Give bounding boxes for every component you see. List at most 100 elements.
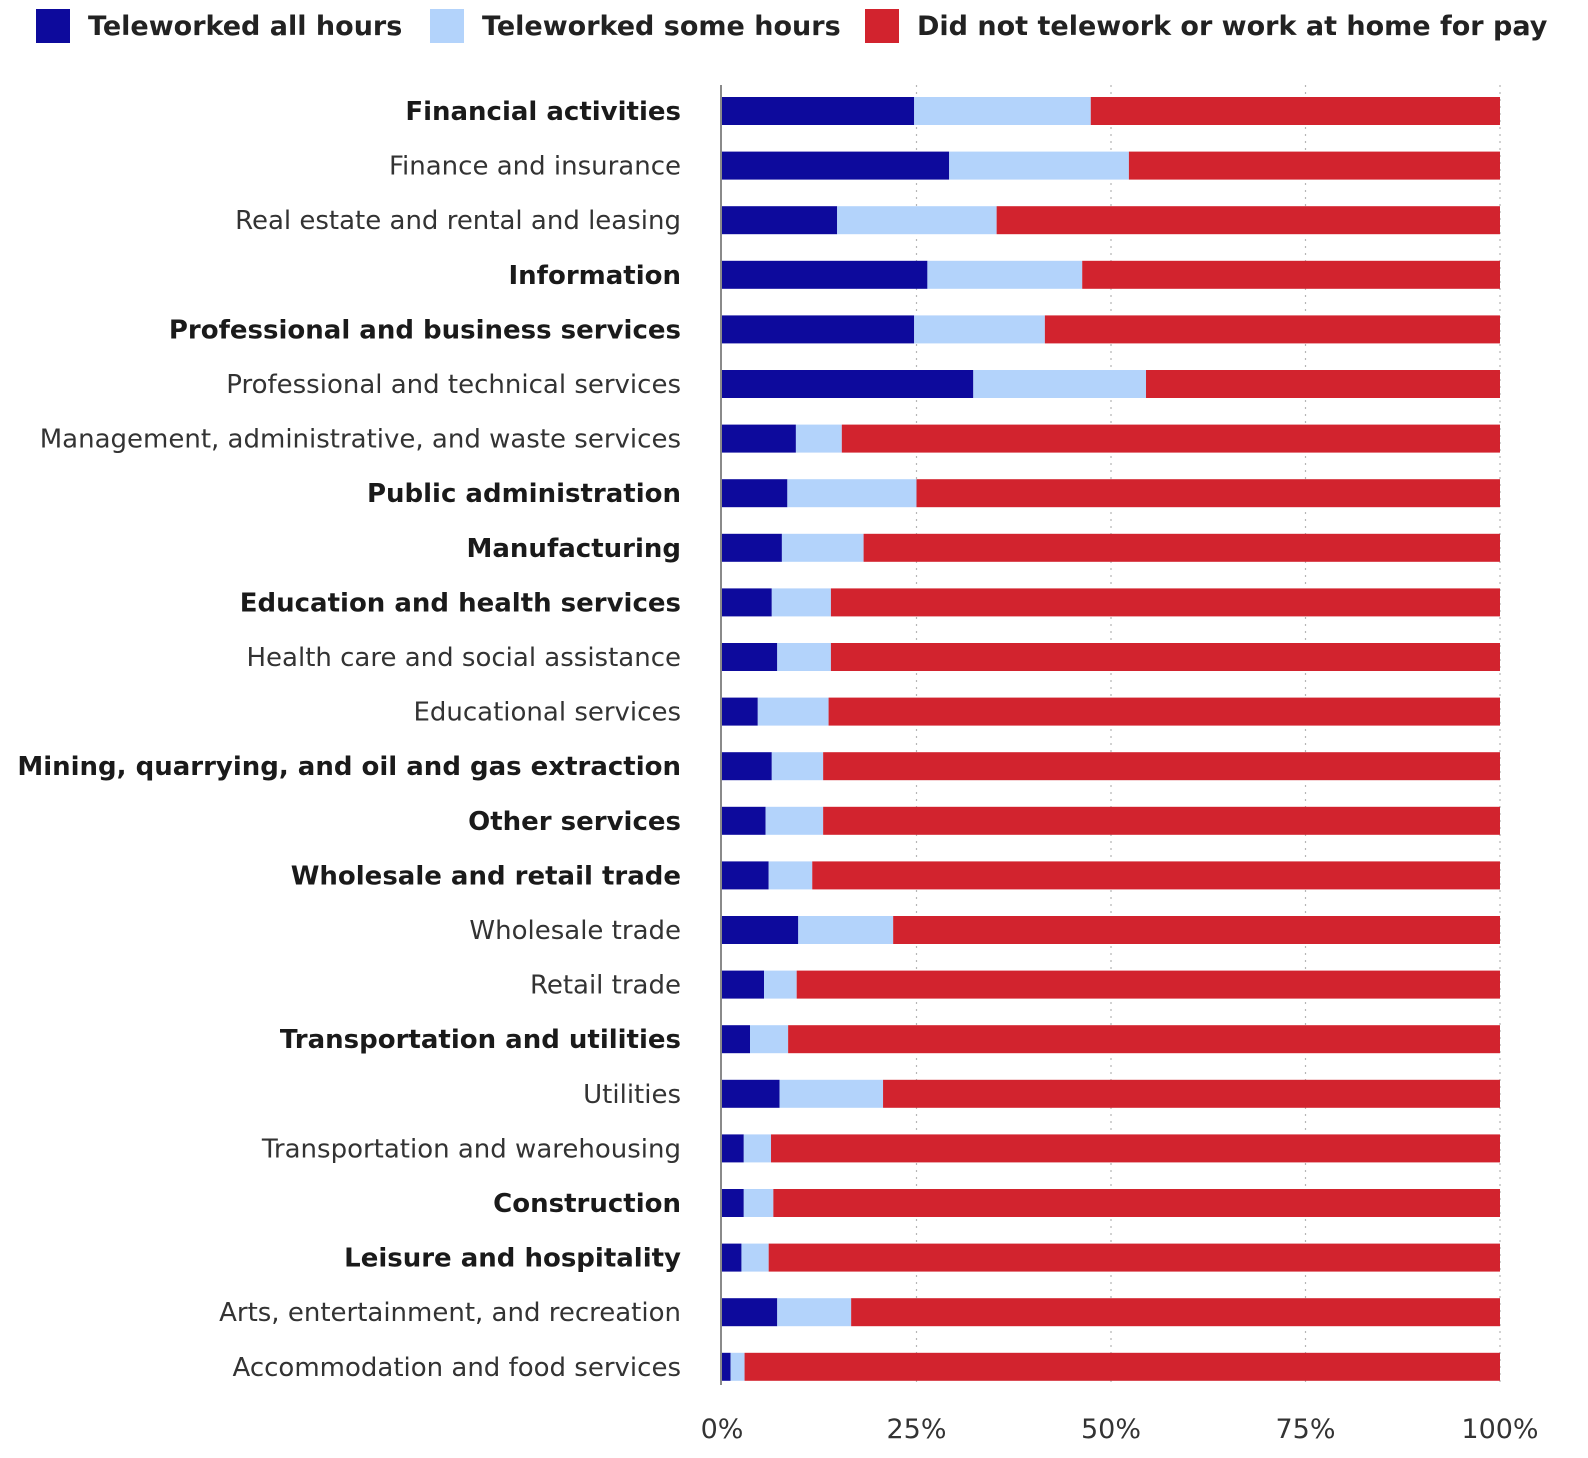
bar-some-hours-24 (730, 1352, 745, 1381)
bar-no-telework-11 (830, 643, 1500, 671)
bar-all-hours-24 (722, 1352, 731, 1381)
bar-some-hours-21 (743, 1189, 774, 1217)
category-label-23: Arts, entertainment, and recreation (219, 1298, 681, 1328)
legend-swatch-no-telework (865, 9, 899, 43)
bar-no-telework-18 (788, 1025, 1500, 1054)
bar-some-hours-17 (764, 970, 797, 999)
bar-no-telework-15 (812, 861, 1500, 890)
bar-all-hours-20 (722, 1134, 744, 1163)
bar-no-telework-21 (773, 1189, 1500, 1217)
bar-no-telework-17 (796, 970, 1500, 999)
bar-no-telework-3 (996, 206, 1500, 235)
bar-some-hours-9 (781, 533, 864, 562)
bar-some-hours-8 (787, 479, 917, 508)
category-label-4: Information (508, 261, 681, 291)
bar-all-hours-12 (722, 697, 758, 726)
bar-some-hours-16 (798, 916, 894, 944)
bar-no-telework-16 (893, 916, 1500, 944)
bar-all-hours-16 (722, 916, 799, 944)
bar-all-hours-8 (722, 479, 788, 508)
bar-no-telework-4 (1082, 260, 1500, 289)
category-label-7: Management, administrative, and waste se… (40, 425, 681, 455)
category-label-24: Accommodation and food services (233, 1353, 682, 1383)
x-tick-label-25: 25% (886, 1414, 946, 1445)
bar-some-hours-18 (750, 1025, 789, 1054)
bar-no-telework-23 (851, 1298, 1500, 1327)
category-label-3: Real estate and rental and leasing (235, 206, 681, 236)
bar-some-hours-4 (927, 260, 1083, 289)
bar-all-hours-2 (722, 151, 950, 180)
bar-some-hours-23 (777, 1298, 852, 1327)
bar-all-hours-9 (722, 533, 782, 562)
legend-item-some-hours: Teleworked some hours (430, 8, 841, 44)
category-label-22: Leisure and hospitality (344, 1244, 681, 1274)
category-label-11: Health care and social assistance (246, 643, 681, 673)
bar-no-telework-12 (828, 697, 1500, 726)
x-tick-label-50: 50% (1081, 1414, 1141, 1445)
category-label-9: Manufacturing (467, 534, 682, 564)
bar-all-hours-4 (722, 260, 928, 289)
legend-label-all-hours: Teleworked all hours (88, 10, 403, 42)
bar-all-hours-10 (722, 588, 772, 617)
bar-no-telework-1 (1090, 97, 1500, 125)
bar-some-hours-2 (949, 151, 1129, 180)
category-label-16: Wholesale trade (469, 916, 681, 946)
x-tick-label-75: 75% (1275, 1414, 1335, 1445)
category-label-2: Finance and insurance (389, 152, 681, 182)
bar-all-hours-6 (722, 370, 974, 398)
category-label-8: Public administration (367, 479, 681, 509)
category-label-19: Utilities (583, 1080, 681, 1110)
bar-some-hours-12 (757, 697, 829, 726)
bar-some-hours-20 (743, 1134, 772, 1163)
bar-some-hours-3 (837, 206, 997, 235)
bar-some-hours-7 (795, 424, 842, 453)
bar-no-telework-6 (1146, 370, 1500, 398)
category-label-14: Other services (468, 807, 681, 837)
category-label-21: Construction (493, 1189, 681, 1219)
category-label-1: Financial activities (405, 97, 681, 127)
legend-item-no-telework: Did not telework or work at home for pay (865, 8, 1547, 44)
bar-all-hours-5 (722, 315, 915, 344)
bar-some-hours-10 (771, 588, 831, 617)
bar-all-hours-23 (722, 1298, 778, 1327)
bar-all-hours-13 (722, 752, 772, 781)
legend: Teleworked all hours Teleworked some hou… (0, 0, 1588, 60)
bar-no-telework-7 (841, 424, 1500, 453)
bar-some-hours-19 (779, 1079, 884, 1108)
bar-some-hours-5 (914, 315, 1045, 344)
bar-no-telework-22 (768, 1243, 1500, 1272)
legend-label-some-hours: Teleworked some hours (482, 10, 841, 42)
legend-label-no-telework: Did not telework or work at home for pay (917, 10, 1548, 42)
bar-no-telework-24 (744, 1352, 1500, 1381)
x-tick-label-100: 100% (1461, 1414, 1538, 1445)
bar-some-hours-22 (741, 1243, 769, 1272)
category-label-15: Wholesale and retail trade (291, 861, 681, 891)
bar-all-hours-11 (722, 643, 778, 671)
legend-item-all-hours: Teleworked all hours (36, 8, 402, 44)
bar-no-telework-8 (916, 479, 1500, 508)
bar-no-telework-5 (1044, 315, 1500, 344)
bar-all-hours-19 (722, 1079, 780, 1108)
bar-some-hours-11 (777, 643, 831, 671)
category-label-20: Transportation and warehousing (261, 1134, 681, 1164)
bar-all-hours-18 (722, 1025, 751, 1054)
category-label-13: Mining, quarrying, and oil and gas extra… (17, 752, 681, 782)
bar-all-hours-17 (722, 970, 765, 999)
category-label-6: Professional and technical services (226, 370, 681, 400)
category-label-10: Education and health services (240, 588, 681, 618)
category-label-12: Educational services (413, 698, 681, 728)
bar-all-hours-21 (722, 1189, 744, 1217)
bar-all-hours-3 (722, 206, 838, 235)
category-label-17: Retail trade (530, 971, 681, 1001)
bar-all-hours-22 (722, 1243, 742, 1272)
bar-all-hours-14 (722, 806, 766, 835)
bar-some-hours-6 (973, 370, 1147, 398)
bar-no-telework-14 (823, 806, 1500, 835)
bar-no-telework-13 (823, 752, 1500, 781)
category-label-18: Transportation and utilities (280, 1025, 681, 1055)
legend-swatch-all-hours (36, 9, 70, 43)
bar-all-hours-1 (722, 97, 915, 125)
category-label-5: Professional and business services (169, 315, 681, 345)
bar-no-telework-10 (830, 588, 1500, 617)
